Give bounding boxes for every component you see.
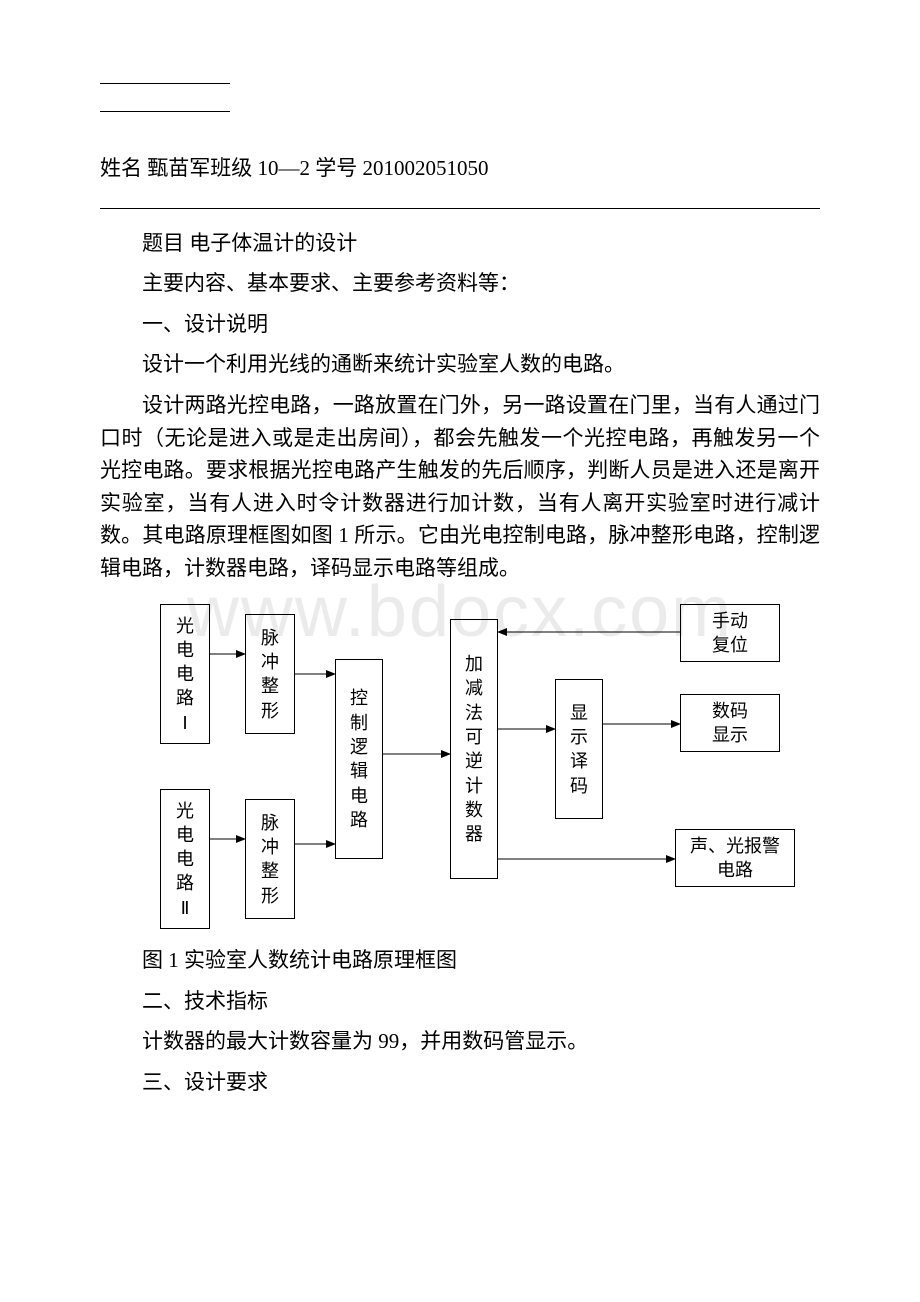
flowchart-node-n4: 脉冲整形 (245, 799, 295, 919)
title-line: 题目 电子体温计的设计 (100, 227, 820, 260)
paragraph-3: 计数器的最大计数容量为 99，并用数码管显示。 (100, 1025, 820, 1058)
section-3-heading: 三、设计要求 (100, 1066, 820, 1099)
paragraph-1: 设计一个利用光线的通断来统计实验室人数的电路。 (100, 348, 820, 381)
flowchart-node-n6: 加减法可逆计数器 (450, 619, 498, 879)
flowchart-node-n5: 控制逻辑电路 (335, 659, 383, 859)
flowchart-node-n9: 数码显示 (680, 694, 780, 752)
flowchart-node-n10: 声、光报警电路 (675, 829, 795, 887)
subtitle-line: 主要内容、基本要求、主要参考资料等： (100, 267, 820, 300)
paragraph-2: 设计两路光控电路，一路放置在门外，另一路设置在门里，当有人通过门口时（无论是进入… (100, 389, 820, 584)
header-short-lines (100, 70, 820, 112)
short-underline-2 (100, 98, 230, 112)
flowchart-diagram: 光电电路Ⅰ脉冲整形光电电路Ⅱ脉冲整形控制逻辑电路加减法可逆计数器显示译码手动复位… (160, 604, 840, 934)
name-class-id-line: 姓名 甄苗军班级 10—2 学号 201002051050 (100, 150, 820, 188)
flowchart-node-n3: 光电电路Ⅱ (160, 789, 210, 929)
flowchart-node-n1: 光电电路Ⅰ (160, 604, 210, 744)
section-2-heading: 二、技术指标 (100, 985, 820, 1018)
document-content: 姓名 甄苗军班级 10—2 学号 201002051050 题目 电子体温计的设… (100, 70, 820, 1098)
flowchart-node-n7: 显示译码 (555, 679, 603, 819)
section-1-heading: 一、设计说明 (100, 308, 820, 341)
flowchart-node-n2: 脉冲整形 (245, 614, 295, 734)
short-underline-1 (100, 70, 230, 84)
figure-caption: 图 1 实验室人数统计电路原理框图 (100, 944, 820, 977)
flowchart-node-n8: 手动复位 (680, 604, 780, 662)
horizontal-rule (100, 208, 820, 209)
